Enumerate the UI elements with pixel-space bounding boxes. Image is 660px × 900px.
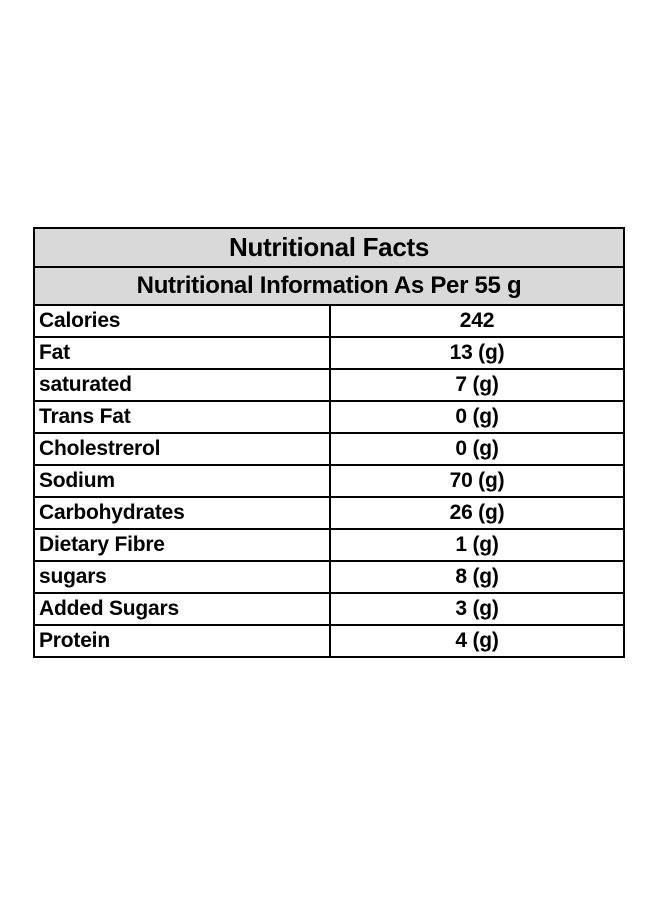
nutrient-value: 26 (g) [329, 496, 625, 530]
title-row: Nutritional Facts [33, 227, 625, 268]
table-subtitle: Nutritional Information As Per 55 g [33, 266, 625, 306]
subtitle-row: Nutritional Information As Per 55 g [33, 266, 625, 306]
table-row-saturated: saturated 7 (g) [33, 368, 625, 402]
nutrient-label: Protein [33, 624, 331, 658]
table-title: Nutritional Facts [33, 227, 625, 268]
table-row-calories: Calories 242 [33, 304, 625, 338]
table-row-dietary-fibre: Dietary Fibre 1 (g) [33, 528, 625, 562]
nutrient-value: 3 (g) [329, 592, 625, 626]
nutrient-value: 8 (g) [329, 560, 625, 594]
nutrient-label: Calories [33, 304, 331, 338]
nutrient-value: 1 (g) [329, 528, 625, 562]
nutrient-value: 7 (g) [329, 368, 625, 402]
table-row-cholesterol: Cholestrerol 0 (g) [33, 432, 625, 466]
nutrient-label: Carbohydrates [33, 496, 331, 530]
nutrient-label: Added Sugars [33, 592, 331, 626]
table-row-sugars: sugars 8 (g) [33, 560, 625, 594]
nutrient-value: 242 [329, 304, 625, 338]
nutrient-value: 4 (g) [329, 624, 625, 658]
nutrient-label: Dietary Fibre [33, 528, 331, 562]
table-row-sodium: Sodium 70 (g) [33, 464, 625, 498]
nutrient-value: 0 (g) [329, 432, 625, 466]
table-row-fat: Fat 13 (g) [33, 336, 625, 370]
nutrient-value: 13 (g) [329, 336, 625, 370]
nutrient-label: Trans Fat [33, 400, 331, 434]
table-row-protein: Protein 4 (g) [33, 624, 625, 658]
nutrient-label: sugars [33, 560, 331, 594]
table-row-trans-fat: Trans Fat 0 (g) [33, 400, 625, 434]
nutrient-label: Fat [33, 336, 331, 370]
nutrient-value: 0 (g) [329, 400, 625, 434]
table-row-added-sugars: Added Sugars 3 (g) [33, 592, 625, 626]
nutrition-facts-table: Nutritional Facts Nutritional Informatio… [33, 227, 625, 658]
nutrient-label: Cholestrerol [33, 432, 331, 466]
nutrient-label: saturated [33, 368, 331, 402]
nutrient-label: Sodium [33, 464, 331, 498]
table-row-carbohydrates: Carbohydrates 26 (g) [33, 496, 625, 530]
nutrient-value: 70 (g) [329, 464, 625, 498]
